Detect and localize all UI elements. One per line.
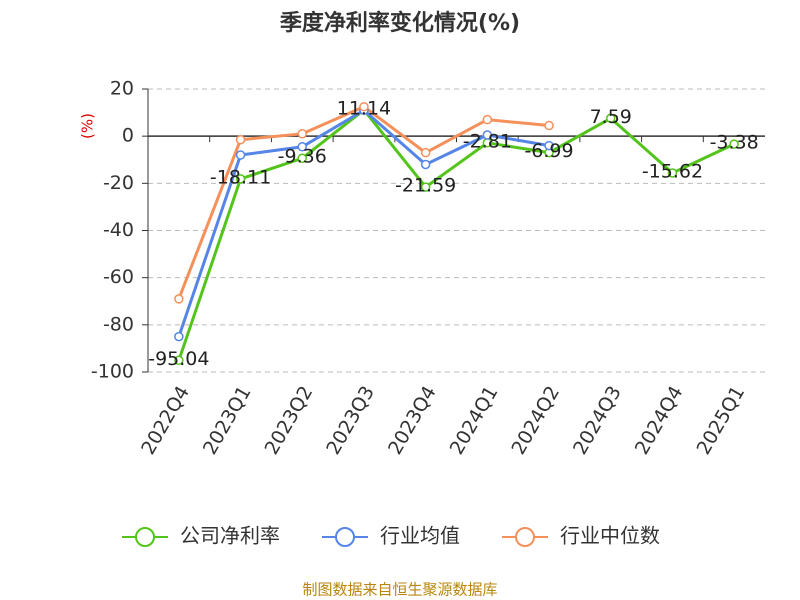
- legend-marker: [135, 527, 155, 547]
- data-point: [667, 168, 678, 178]
- data-point: [235, 174, 246, 184]
- y-tick-label: -60: [103, 266, 134, 288]
- data-point: [482, 114, 493, 125]
- data-point: [544, 120, 554, 131]
- data-point: [174, 294, 184, 304]
- y-tick-label: -40: [103, 219, 134, 241]
- source-note: 制图数据来自恒生聚源数据库: [302, 581, 497, 599]
- data-point: [174, 331, 184, 342]
- data-label: -18.11: [210, 166, 271, 188]
- data-label: -15.62: [642, 161, 703, 183]
- x-tick-label: 2025Q1: [692, 382, 749, 458]
- y-axis-label: (%): [79, 113, 97, 139]
- y-tick-label: -80: [103, 313, 134, 335]
- data-label: -9.36: [278, 146, 327, 168]
- x-tick-label: 2022Q4: [137, 382, 194, 458]
- data-point: [235, 134, 246, 145]
- legend-marker: [335, 527, 355, 547]
- data-point: [420, 159, 431, 170]
- data-point: [729, 139, 739, 149]
- data-point: [235, 150, 246, 160]
- x-tick-label: 2023Q3: [322, 382, 379, 458]
- data-point: [297, 129, 307, 139]
- y-tick-label: -20: [103, 172, 134, 194]
- x-tick-label: 2023Q4: [384, 382, 441, 458]
- x-tick-label: 2023Q2: [261, 382, 318, 458]
- data-label: -6.99: [524, 140, 573, 162]
- legend-label: 行业均值: [380, 524, 460, 548]
- data-point: [420, 182, 431, 192]
- legend-marker: [515, 527, 535, 547]
- data-point: [297, 153, 307, 163]
- data-point: [359, 101, 369, 112]
- y-tick-label: 0: [122, 125, 134, 147]
- data-point: [297, 142, 307, 152]
- chart-title: 季度净利率变化情况(%): [280, 10, 520, 36]
- x-tick-label: 2024Q3: [569, 382, 626, 458]
- data-point: [420, 147, 431, 158]
- data-label: -95.04: [148, 348, 209, 370]
- x-tick-label: 2024Q1: [446, 382, 503, 458]
- x-tick-label: 2024Q4: [631, 382, 688, 458]
- data-point: [544, 140, 554, 151]
- data-point: [174, 355, 184, 366]
- data-point: [482, 130, 493, 140]
- y-tick-label: 20: [110, 78, 134, 100]
- x-tick-label: 2024Q2: [507, 382, 564, 458]
- data-point: [606, 113, 616, 124]
- legend-label: 行业中位数: [560, 524, 660, 548]
- data-label: -21.59: [395, 175, 456, 197]
- x-tick-label: 2023Q1: [199, 382, 256, 458]
- data-label: 11.14: [337, 97, 391, 119]
- legend-label: 公司净利率: [180, 524, 280, 548]
- data-label: 7.59: [590, 106, 632, 128]
- series-line: [177, 107, 735, 361]
- data-label: -3.38: [710, 132, 759, 154]
- data-label: -2.81: [463, 130, 512, 152]
- y-tick-label: -100: [91, 361, 134, 383]
